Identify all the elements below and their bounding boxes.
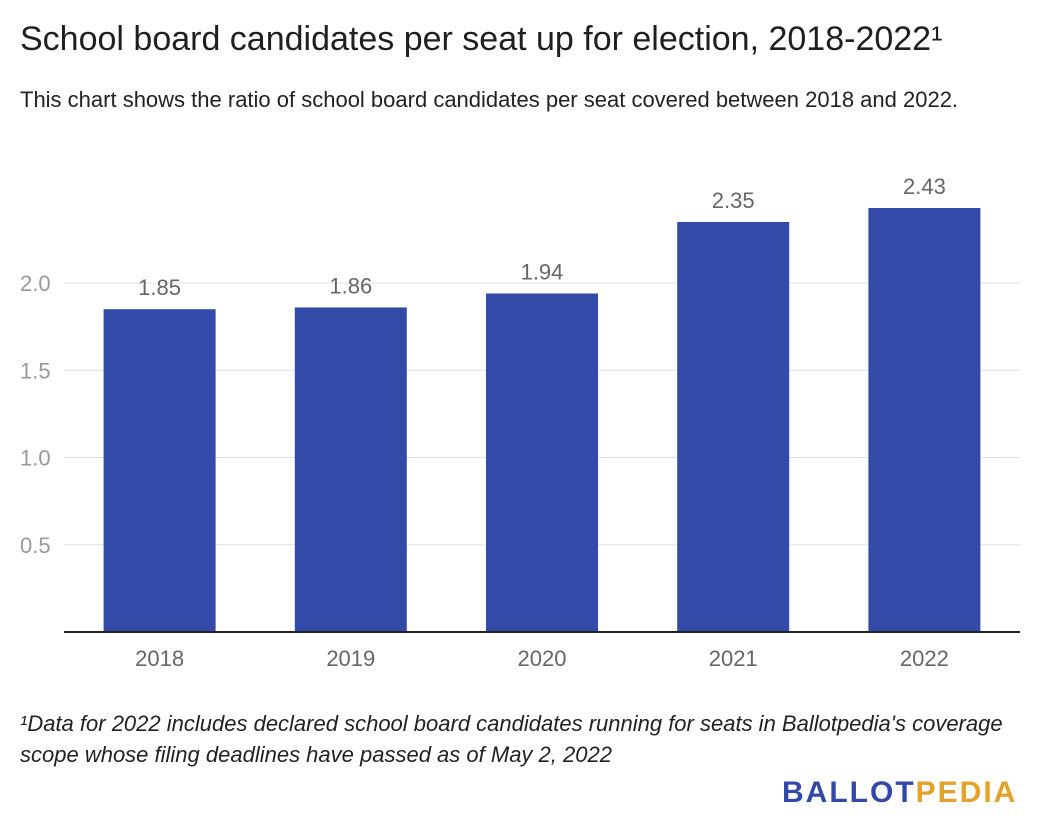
x-tick-label: 2021 (709, 646, 758, 671)
bar-2021 (677, 221, 790, 632)
bar-2019 (294, 307, 407, 632)
footnote: ¹Data for 2022 includes declared school … (20, 711, 1003, 767)
y-tick-label: 0.5 (20, 533, 51, 558)
y-tick-label: 2.0 (20, 271, 51, 296)
ballotpedia-logo: BALLOTPEDIA (782, 776, 1017, 810)
bar-chart: 0.5 1.0 1.5 2.0 1.85 2018 1.86 2019 1.94 2020 2.3… (20, 174, 1020, 671)
bar-2020 (486, 293, 598, 632)
bar-2018 (103, 309, 216, 632)
bar-value-label: 1.86 (329, 273, 372, 298)
logo-part-pedia: PEDIA (915, 776, 1018, 809)
bar-value-label: 1.94 (521, 259, 564, 284)
y-tick-label: 1.0 (20, 446, 51, 471)
bar-value-label: 1.85 (138, 275, 181, 300)
y-tick-label: 1.5 (20, 358, 51, 383)
x-tick-label: 2020 (518, 646, 567, 671)
x-tick-label: 2018 (135, 646, 184, 671)
logo-part-ballot: BALLOT (782, 776, 916, 809)
bar-value-label: 2.43 (903, 174, 946, 199)
chart-title: School board candidates per seat up for … (20, 20, 943, 58)
x-tick-label: 2022 (900, 646, 949, 671)
chart-subtitle: This chart shows the ratio of school boa… (20, 87, 959, 112)
bar-2022 (868, 208, 981, 632)
bar-value-label: 2.35 (712, 188, 755, 213)
x-tick-label: 2019 (326, 646, 375, 671)
